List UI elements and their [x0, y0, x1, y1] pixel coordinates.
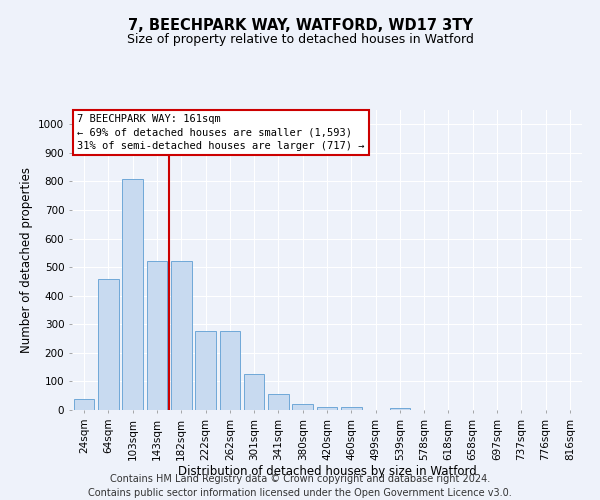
Bar	[74, 398, 94, 410]
Text: Contains HM Land Registry data © Crown copyright and database right 2024.
Contai: Contains HM Land Registry data © Crown c…	[88, 474, 512, 498]
Bar	[341, 407, 362, 410]
Bar	[292, 404, 313, 410]
Bar	[146, 262, 167, 410]
Bar	[171, 262, 191, 410]
Bar	[122, 178, 143, 410]
Bar	[389, 408, 410, 410]
Bar	[268, 394, 289, 410]
Y-axis label: Number of detached properties: Number of detached properties	[20, 167, 32, 353]
Text: Size of property relative to detached houses in Watford: Size of property relative to detached ho…	[127, 32, 473, 46]
Bar	[244, 374, 265, 410]
Bar	[98, 278, 119, 410]
Bar	[195, 332, 216, 410]
Text: 7, BEECHPARK WAY, WATFORD, WD17 3TY: 7, BEECHPARK WAY, WATFORD, WD17 3TY	[128, 18, 472, 32]
Bar	[317, 407, 337, 410]
X-axis label: Distribution of detached houses by size in Watford: Distribution of detached houses by size …	[178, 466, 476, 478]
Bar	[220, 332, 240, 410]
Text: 7 BEECHPARK WAY: 161sqm
← 69% of detached houses are smaller (1,593)
31% of semi: 7 BEECHPARK WAY: 161sqm ← 69% of detache…	[77, 114, 365, 151]
